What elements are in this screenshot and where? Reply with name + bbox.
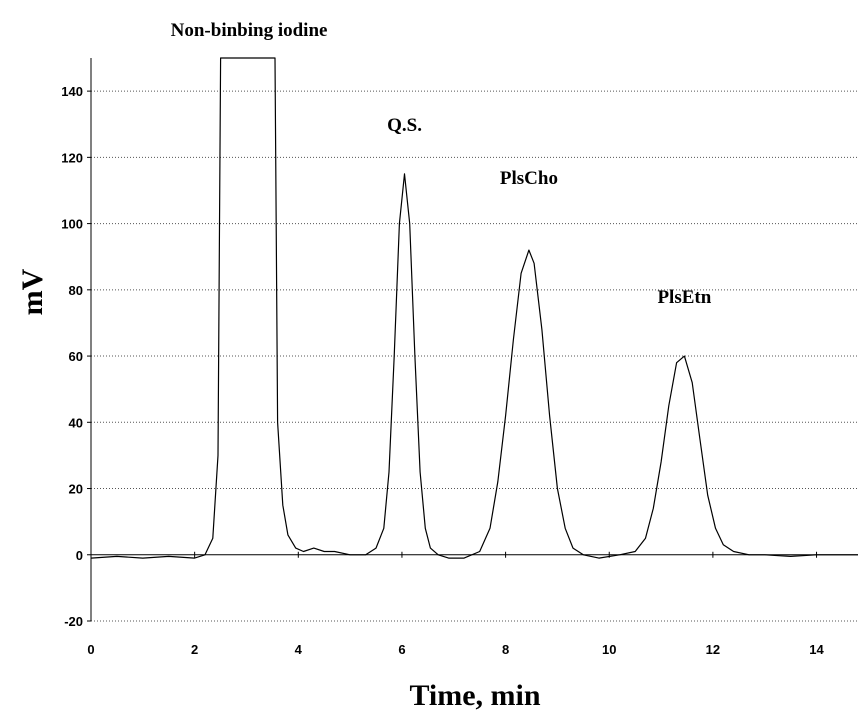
y-axis-label: mV	[16, 268, 49, 315]
y-tick-label-20: 20	[69, 482, 83, 497]
y-tick-label-140: 140	[61, 84, 83, 99]
x-tick-label-0: 0	[87, 642, 94, 657]
x-tick-label-2: 2	[191, 642, 198, 657]
tick-labels: -20 0 20 40 60 80 100 120 140 0 2 4 6 8 10 12 14	[61, 84, 824, 657]
x-tick-label-12: 12	[706, 642, 720, 657]
annotations: Non-binbing iodine Q.S. PlsCho PlsEtn	[171, 20, 712, 308]
series-layer	[91, 57, 858, 559]
y-tick-label-100: 100	[61, 217, 83, 232]
x-tick-label-14: 14	[809, 642, 824, 657]
x-tick-label-10: 10	[602, 642, 616, 657]
x-tick-label-6: 6	[398, 642, 405, 657]
axes	[90, 58, 858, 621]
annotation-3: PlsEtn	[657, 287, 711, 308]
gridlines	[91, 90, 858, 622]
y-tick-label-80: 80	[69, 283, 83, 298]
y-tick-label-120: 120	[61, 150, 83, 165]
x-tick-label-8: 8	[502, 642, 509, 657]
y-tick-label--20: -20	[64, 614, 83, 629]
y-tick-label-0: 0	[76, 548, 83, 563]
y-tick-label-60: 60	[69, 349, 83, 364]
x-tick-label-4: 4	[295, 642, 303, 657]
series-line-0	[91, 57, 858, 559]
y-tick-label-40: 40	[69, 415, 83, 430]
annotation-0: Non-binbing iodine	[171, 20, 328, 41]
annotation-1: Q.S.	[387, 115, 422, 136]
x-axis-label: Time, min	[409, 679, 540, 712]
annotation-2: PlsCho	[500, 168, 558, 189]
